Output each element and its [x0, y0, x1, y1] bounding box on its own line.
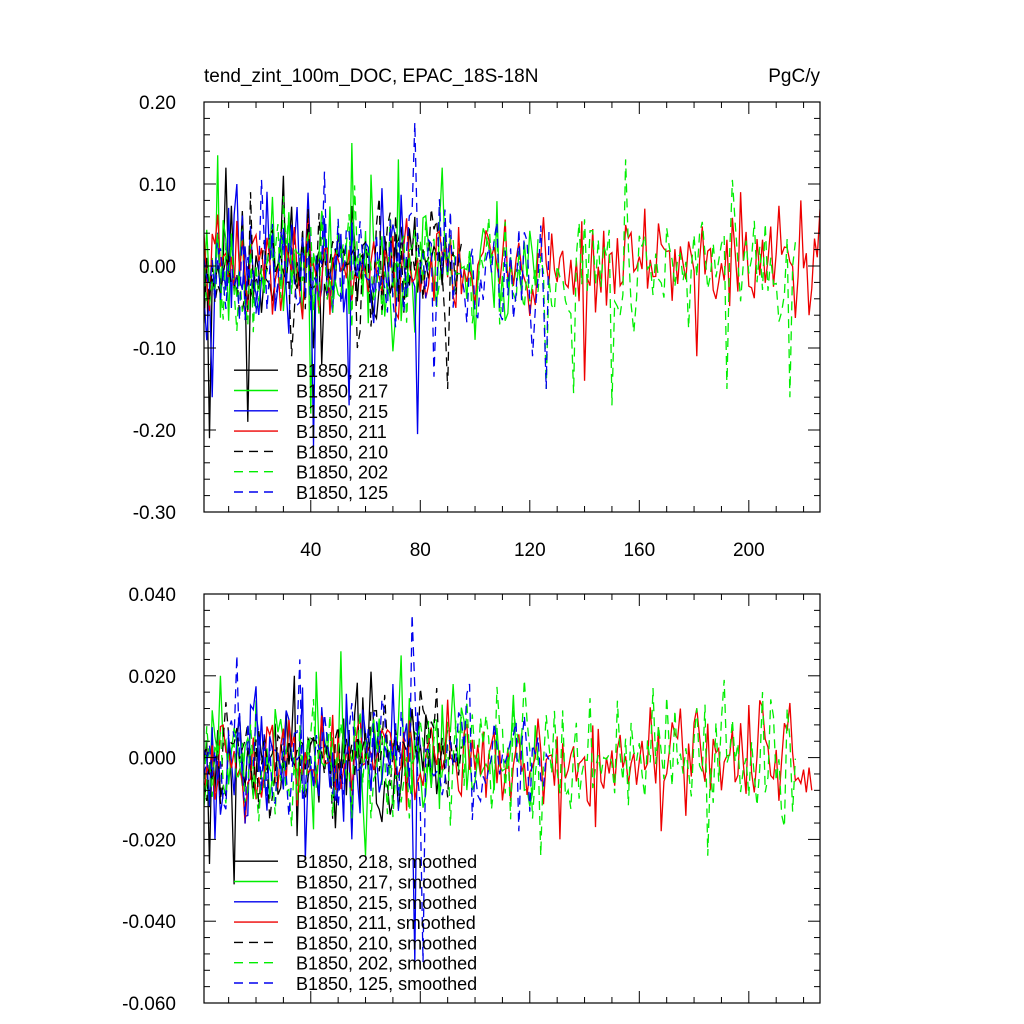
- legend-label: B1850, 202, smoothed: [296, 954, 477, 974]
- x-tick-label: 40: [300, 540, 321, 561]
- series-line-6: [204, 679, 797, 856]
- panel-bottom-axes: -0.060 -0.040 -0.020 0.000 0.020 0.040: [122, 585, 821, 1015]
- panel-top-title: tend_zint_100m_DOC, EPAC_18S-18N: [204, 66, 538, 87]
- series-line-2: [204, 651, 539, 856]
- legend-label: B1850, 210, smoothed: [296, 933, 477, 953]
- x-tick-label: 80: [410, 540, 431, 561]
- panel-top-units: PgC/y: [768, 66, 820, 87]
- y-tick-label: -0.30: [133, 503, 176, 524]
- panel-bottom-series: [204, 614, 813, 963]
- legend-label: B1850, 215: [296, 402, 388, 422]
- series-line-6: [204, 159, 797, 406]
- legend-label: B1850, 215, smoothed: [296, 893, 477, 913]
- y-tick-label: 0.040: [128, 585, 176, 606]
- series-line-5: [204, 192, 462, 390]
- y-tick-label: 0.020: [128, 667, 176, 688]
- legend-label: B1850, 125: [296, 483, 388, 503]
- legend-label: B1850, 218: [296, 361, 388, 381]
- panel-top: tend_zint_100m_DOC, EPAC_18S-18N PgC/y -…: [133, 66, 821, 561]
- plot-frame: [203, 593, 821, 1004]
- plot-frame: [203, 101, 821, 513]
- panel-top-series: [204, 122, 820, 447]
- legend-label: B1850, 202: [296, 463, 388, 483]
- panel-bottom: -0.060 -0.040 -0.020 0.000 0.020 0.040 B1850,…: [122, 585, 821, 1015]
- legend-label: B1850, 217: [296, 382, 388, 402]
- legend-label: B1850, 211: [296, 422, 387, 442]
- legend-label: B1850, 210: [296, 442, 388, 462]
- y-tick-label: -0.10: [133, 339, 176, 360]
- legend-label: B1850, 218, smoothed: [296, 852, 477, 872]
- legend-label: B1850, 211, smoothed: [296, 913, 476, 933]
- y-tick-label: 0.10: [139, 175, 176, 196]
- y-tick-label: 0.000: [128, 749, 176, 770]
- x-tick-label: 200: [733, 540, 765, 561]
- series-line-5: [204, 687, 462, 821]
- legend-label: B1850, 217, smoothed: [296, 873, 477, 893]
- panel-top-axes: -0.30 -0.20 -0.10 0.00 0.10 0.20 40 80 120 160 200: [133, 93, 821, 561]
- series-line-7: [204, 122, 550, 390]
- y-tick-label: -0.060: [122, 994, 176, 1015]
- x-tick-label: 120: [514, 540, 546, 561]
- y-tick-label: -0.040: [122, 912, 176, 933]
- y-tick-label: -0.20: [133, 421, 176, 442]
- x-tick-label: 160: [623, 540, 655, 561]
- y-tick-label: -0.020: [122, 830, 176, 851]
- y-tick-label: 0.20: [139, 93, 176, 114]
- y-tick-label: 0.00: [139, 257, 176, 278]
- series-line-7: [204, 614, 550, 963]
- legend-label: B1850, 125, smoothed: [296, 974, 477, 994]
